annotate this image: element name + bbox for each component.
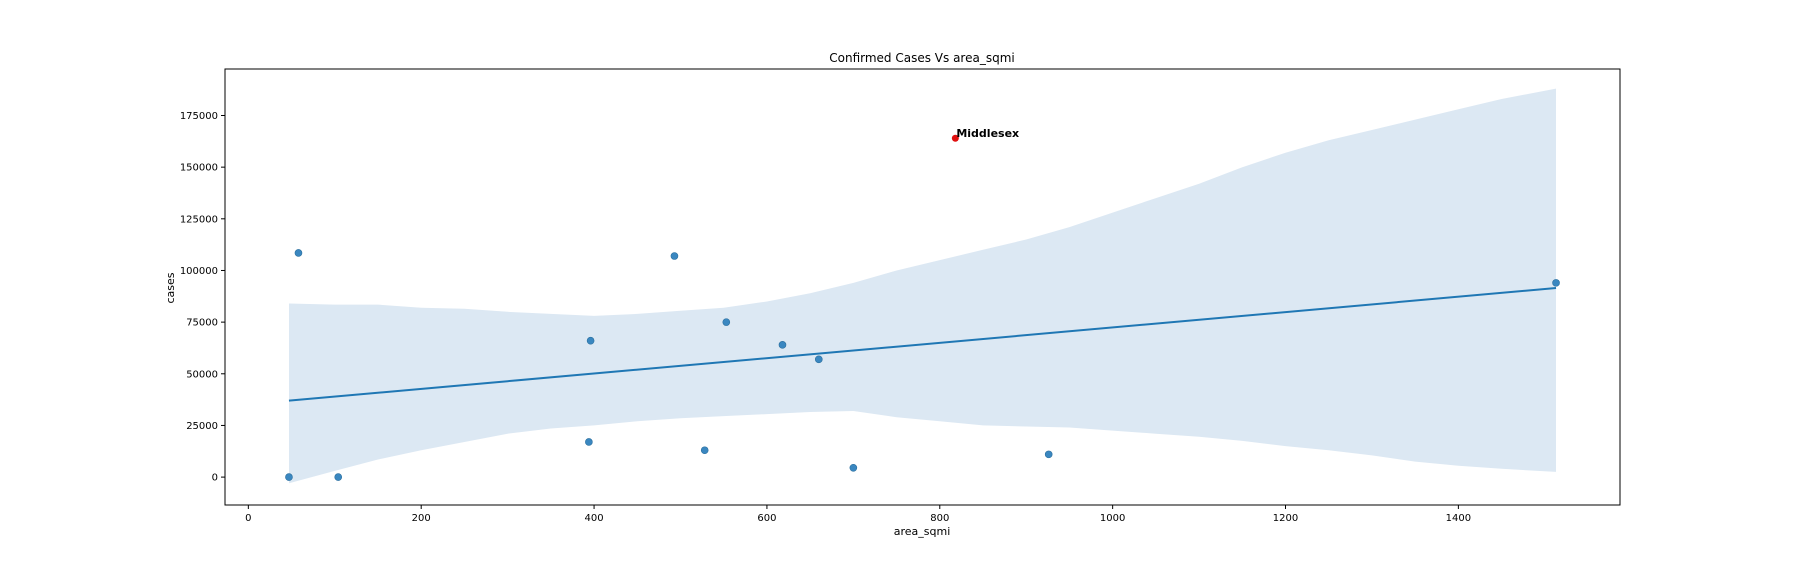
data-point (285, 473, 293, 481)
data-point (778, 341, 787, 349)
x-axis-label: area_sqmi (894, 525, 951, 538)
y-tick-label: 100000 (180, 266, 218, 277)
data-point (700, 446, 709, 455)
x-tick-label: 200 (412, 513, 431, 524)
data-point (585, 438, 593, 446)
data-point (586, 336, 595, 345)
x-tick-label: 400 (585, 513, 604, 524)
x-tick-label: 800 (930, 513, 949, 524)
highlight-label: Middlesex (956, 127, 1019, 140)
data-point (814, 355, 823, 364)
data-point (849, 464, 858, 472)
y-tick-label: 150000 (180, 163, 218, 174)
data-point (722, 318, 731, 326)
y-tick-label: 25000 (186, 421, 218, 432)
data-point (334, 473, 343, 481)
x-tick-label: 1400 (1446, 513, 1471, 524)
chart-title: Confirmed Cases Vs area_sqmi (829, 51, 1014, 65)
y-tick-label: 125000 (180, 214, 218, 225)
x-tick-label: 600 (757, 513, 776, 524)
y-tick-label: 0 (212, 473, 218, 484)
x-tick-label: 1000 (1100, 513, 1125, 524)
data-point (670, 252, 679, 260)
y-tick-label: 50000 (186, 369, 218, 380)
y-tick-label: 75000 (186, 318, 218, 329)
x-tick-label: 1200 (1273, 513, 1298, 524)
regression-line (288, 287, 1557, 402)
highlight-point (951, 134, 959, 142)
y-tick-label: 175000 (180, 111, 218, 122)
data-point (294, 249, 303, 257)
data-point (1552, 279, 1560, 287)
plot-area-frame (224, 68, 1621, 506)
y-axis-label: cases (164, 272, 177, 303)
data-point (1044, 450, 1053, 459)
x-tick-label: 0 (245, 513, 251, 524)
confidence-band (289, 88, 1556, 484)
